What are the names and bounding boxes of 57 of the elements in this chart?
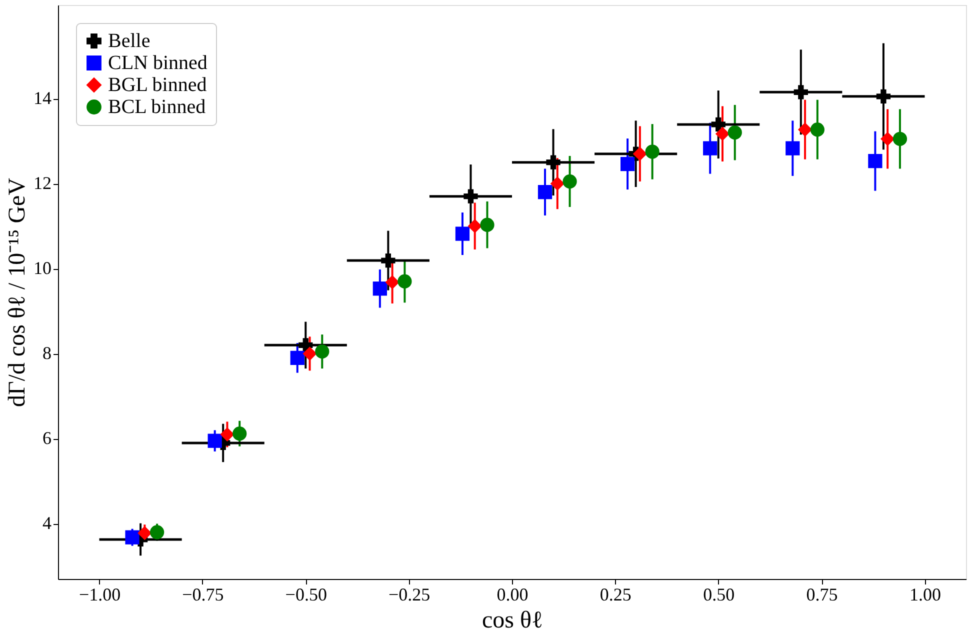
point bbox=[455, 226, 470, 241]
point bbox=[138, 526, 152, 540]
x-axis-title: cos θℓ bbox=[482, 608, 543, 634]
x-tick-label: 0.50 bbox=[703, 584, 735, 604]
point bbox=[645, 144, 660, 159]
point bbox=[728, 126, 742, 140]
x-tick-label: 0.25 bbox=[600, 584, 632, 604]
point bbox=[208, 434, 222, 448]
x-tick-label: −0.50 bbox=[285, 584, 327, 604]
point bbox=[550, 176, 564, 191]
legend-label: BGL binned bbox=[108, 74, 207, 96]
point bbox=[538, 185, 552, 200]
point bbox=[798, 122, 812, 137]
y-tick-label: 12 bbox=[34, 173, 52, 194]
point bbox=[876, 89, 891, 104]
y-tick-label: 10 bbox=[34, 258, 52, 278]
point bbox=[711, 117, 726, 132]
point bbox=[302, 346, 317, 361]
y-tick-label: 4 bbox=[42, 513, 52, 534]
point bbox=[381, 253, 396, 268]
legend-label: Belle bbox=[108, 30, 150, 52]
point bbox=[220, 427, 234, 442]
point bbox=[868, 154, 882, 168]
x-tick-label: 0.00 bbox=[496, 584, 528, 604]
legend-label: CLN binned bbox=[108, 52, 208, 74]
point bbox=[546, 155, 560, 170]
x-tick-label: −0.75 bbox=[182, 584, 224, 604]
point bbox=[372, 282, 387, 296]
point bbox=[290, 350, 304, 365]
x-tick-label: −0.25 bbox=[388, 584, 430, 604]
point bbox=[562, 174, 577, 189]
point bbox=[810, 122, 824, 137]
point bbox=[880, 132, 895, 146]
point bbox=[315, 344, 330, 359]
point bbox=[385, 275, 400, 290]
point bbox=[715, 126, 730, 141]
point bbox=[794, 85, 808, 100]
y-axis-title: dΓ/d cos θℓ / 10⁻¹⁵ GeV bbox=[4, 177, 30, 408]
point bbox=[232, 426, 247, 441]
point bbox=[480, 218, 494, 232]
point bbox=[125, 530, 140, 544]
x-tick-label: 0.75 bbox=[806, 584, 838, 604]
y-tick-label: 14 bbox=[34, 88, 52, 108]
point bbox=[892, 132, 908, 146]
y-tick-label: 6 bbox=[42, 428, 52, 448]
y-tick-label: 8 bbox=[42, 343, 52, 364]
point bbox=[620, 156, 635, 172]
point bbox=[150, 525, 164, 540]
point bbox=[464, 189, 478, 204]
x-tick-label: 1.00 bbox=[909, 584, 941, 604]
point bbox=[468, 219, 482, 234]
point bbox=[703, 141, 718, 156]
point bbox=[632, 146, 648, 161]
legend-label: BCL binned bbox=[108, 96, 206, 118]
x-tick-label: −1.00 bbox=[78, 584, 121, 604]
point bbox=[786, 141, 800, 156]
point bbox=[398, 274, 412, 288]
